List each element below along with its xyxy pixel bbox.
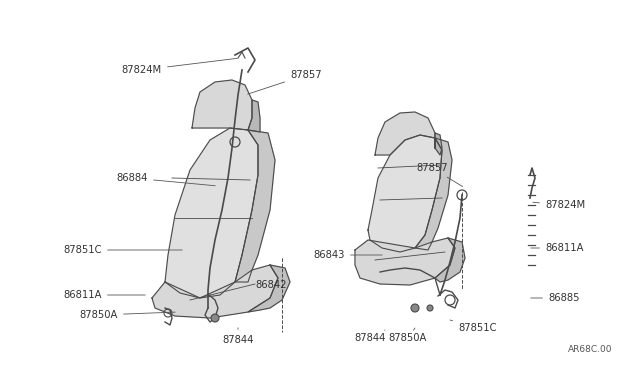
Text: 86843: 86843 bbox=[314, 250, 382, 260]
Text: 86884: 86884 bbox=[116, 173, 215, 186]
Polygon shape bbox=[435, 133, 442, 155]
Polygon shape bbox=[415, 138, 452, 250]
Text: AR68C.00: AR68C.00 bbox=[568, 345, 612, 354]
Text: 87850A: 87850A bbox=[389, 328, 427, 343]
Text: 87824M: 87824M bbox=[532, 200, 585, 210]
Text: 87857: 87857 bbox=[248, 70, 322, 94]
Text: 86811A: 86811A bbox=[63, 290, 145, 300]
Polygon shape bbox=[165, 128, 258, 298]
Circle shape bbox=[211, 314, 219, 322]
Text: 86885: 86885 bbox=[531, 293, 579, 303]
Text: 86842: 86842 bbox=[255, 280, 287, 290]
Text: 87850A: 87850A bbox=[79, 310, 175, 320]
Text: 87851C: 87851C bbox=[450, 320, 497, 333]
Polygon shape bbox=[248, 100, 260, 132]
Polygon shape bbox=[375, 112, 435, 155]
Circle shape bbox=[427, 305, 433, 311]
Polygon shape bbox=[368, 135, 442, 252]
Text: 87824M: 87824M bbox=[122, 58, 237, 75]
Text: 86811A: 86811A bbox=[531, 243, 584, 253]
Polygon shape bbox=[248, 265, 290, 312]
Polygon shape bbox=[435, 238, 465, 282]
Polygon shape bbox=[235, 130, 275, 282]
Text: 87844: 87844 bbox=[355, 330, 386, 343]
Polygon shape bbox=[355, 238, 455, 285]
Text: 87851C: 87851C bbox=[63, 245, 182, 255]
Polygon shape bbox=[152, 265, 278, 318]
Text: 87844: 87844 bbox=[222, 328, 253, 345]
Polygon shape bbox=[192, 80, 252, 130]
Text: 87857: 87857 bbox=[416, 163, 463, 187]
Circle shape bbox=[411, 304, 419, 312]
